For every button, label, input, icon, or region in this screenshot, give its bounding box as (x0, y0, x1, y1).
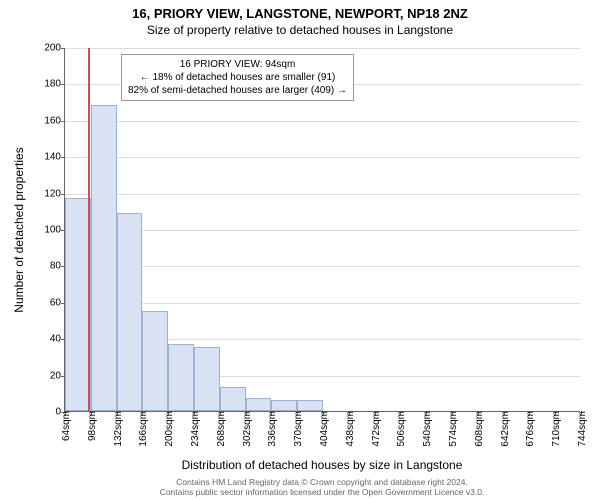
y-tick-label: 120 (37, 188, 65, 199)
annotation-line: 82% of semi-detached houses are larger (… (128, 84, 347, 97)
y-tick-label: 140 (37, 152, 65, 163)
x-tick-label: 438sqm (342, 411, 356, 447)
histogram-bar (117, 213, 143, 411)
histogram-bar (168, 344, 194, 411)
x-tick-label: 336sqm (264, 411, 278, 447)
annotation-line: ← 18% of detached houses are smaller (91… (128, 71, 347, 84)
chart-plot-area: 02040608010012014016018020064sqm98sqm132… (64, 48, 580, 412)
chart-title: 16, PRIORY VIEW, LANGSTONE, NEWPORT, NP1… (0, 0, 600, 21)
x-tick-label: 234sqm (187, 411, 201, 447)
y-tick-label: 200 (37, 43, 65, 54)
x-tick-label: 132sqm (110, 411, 124, 447)
x-tick-label: 608sqm (471, 411, 485, 447)
marker-line (88, 48, 90, 411)
x-axis-label: Distribution of detached houses by size … (64, 458, 580, 472)
x-tick-label: 166sqm (135, 411, 149, 447)
histogram-bar (297, 400, 323, 411)
histogram-bar (220, 387, 246, 411)
x-tick-label: 200sqm (161, 411, 175, 447)
x-tick-label: 268sqm (213, 411, 227, 447)
y-tick-label: 100 (37, 225, 65, 236)
plot-region: 02040608010012014016018020064sqm98sqm132… (64, 48, 580, 412)
gridline (65, 48, 580, 49)
chart-subtitle: Size of property relative to detached ho… (0, 21, 600, 37)
x-tick-label: 744sqm (574, 411, 588, 447)
y-tick-label: 60 (37, 297, 65, 308)
x-tick-label: 64sqm (58, 411, 72, 441)
gridline (65, 157, 580, 158)
x-tick-label: 404sqm (316, 411, 330, 447)
x-tick-label: 472sqm (368, 411, 382, 447)
y-axis-label: Number of detached properties (12, 147, 26, 312)
gridline (65, 121, 580, 122)
chart-container: 16, PRIORY VIEW, LANGSTONE, NEWPORT, NP1… (0, 0, 600, 500)
y-tick-label: 160 (37, 115, 65, 126)
footer-attribution: Contains HM Land Registry data © Crown c… (64, 478, 580, 498)
annotation-box: 16 PRIORY VIEW: 94sqm← 18% of detached h… (121, 54, 354, 101)
histogram-bar (194, 347, 220, 411)
x-tick-label: 676sqm (522, 411, 536, 447)
x-tick-label: 710sqm (548, 411, 562, 447)
y-tick-label: 20 (37, 370, 65, 381)
x-tick-label: 574sqm (445, 411, 459, 447)
y-tick-label: 40 (37, 334, 65, 345)
x-tick-label: 642sqm (497, 411, 511, 447)
x-tick-label: 98sqm (84, 411, 98, 441)
x-tick-label: 370sqm (290, 411, 304, 447)
x-tick-label: 540sqm (419, 411, 433, 447)
histogram-bar (246, 398, 272, 411)
y-tick-label: 180 (37, 79, 65, 90)
y-tick-label: 80 (37, 261, 65, 272)
histogram-bar (142, 311, 168, 411)
histogram-bar (271, 400, 297, 411)
gridline (65, 194, 580, 195)
x-tick-label: 302sqm (239, 411, 253, 447)
footer-line-2: Contains public sector information licen… (64, 488, 580, 498)
histogram-bar (91, 105, 117, 411)
annotation-line: 16 PRIORY VIEW: 94sqm (128, 58, 347, 71)
x-tick-label: 506sqm (393, 411, 407, 447)
